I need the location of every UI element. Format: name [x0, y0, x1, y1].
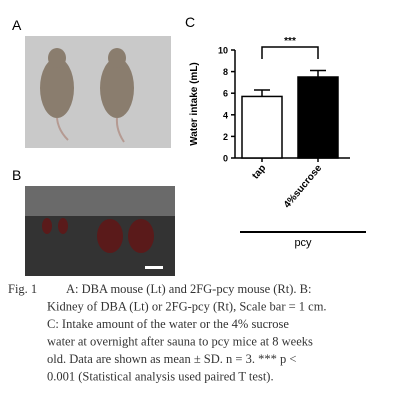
y-tick-label: 4 — [223, 110, 228, 120]
y-tick-label: 8 — [223, 67, 228, 77]
kidney — [42, 218, 154, 253]
y-tick-label: 2 — [223, 132, 228, 142]
scale-bar — [145, 266, 163, 269]
photo-background — [25, 186, 175, 216]
caption-line: C: Intake amount of the water or the 4% … — [47, 317, 289, 331]
caption-line: 0.001 (Statistical analysis used paired … — [47, 370, 274, 384]
y-axis-label: Water intake (mL) — [189, 62, 200, 146]
panel-label: B — [12, 167, 21, 183]
caption-line: Kidney of DBA (Lt) or 2FG-pcy (Rt), Scal… — [47, 300, 327, 314]
x-tick-label: tap — [250, 163, 268, 182]
annotation: *** — [284, 36, 296, 47]
y-tick-label: 10 — [218, 46, 228, 56]
caption-line: old. Data are shown as mean ± SD. n = 3.… — [47, 352, 296, 366]
x-tick-label: 4%sucrose — [282, 163, 325, 211]
bar — [241, 95, 283, 159]
error-bar — [310, 69, 326, 77]
error-bar — [254, 89, 270, 97]
y-tick-label: 6 — [223, 89, 228, 99]
caption-line: water at overnight after sauna to pcy mi… — [47, 335, 313, 349]
bar — [297, 76, 339, 159]
significance-bracket — [261, 46, 319, 59]
caption-line: A: DBA mouse (Lt) and 2FG-pcy mouse (Rt)… — [66, 282, 311, 296]
mouse — [40, 48, 134, 143]
caption-label: Fig. 1 — [8, 282, 37, 296]
panel-label: C — [185, 14, 195, 30]
group-label: pcy — [294, 237, 312, 249]
y-tick-label: 0 — [223, 154, 228, 164]
panel-label: A — [12, 17, 22, 33]
